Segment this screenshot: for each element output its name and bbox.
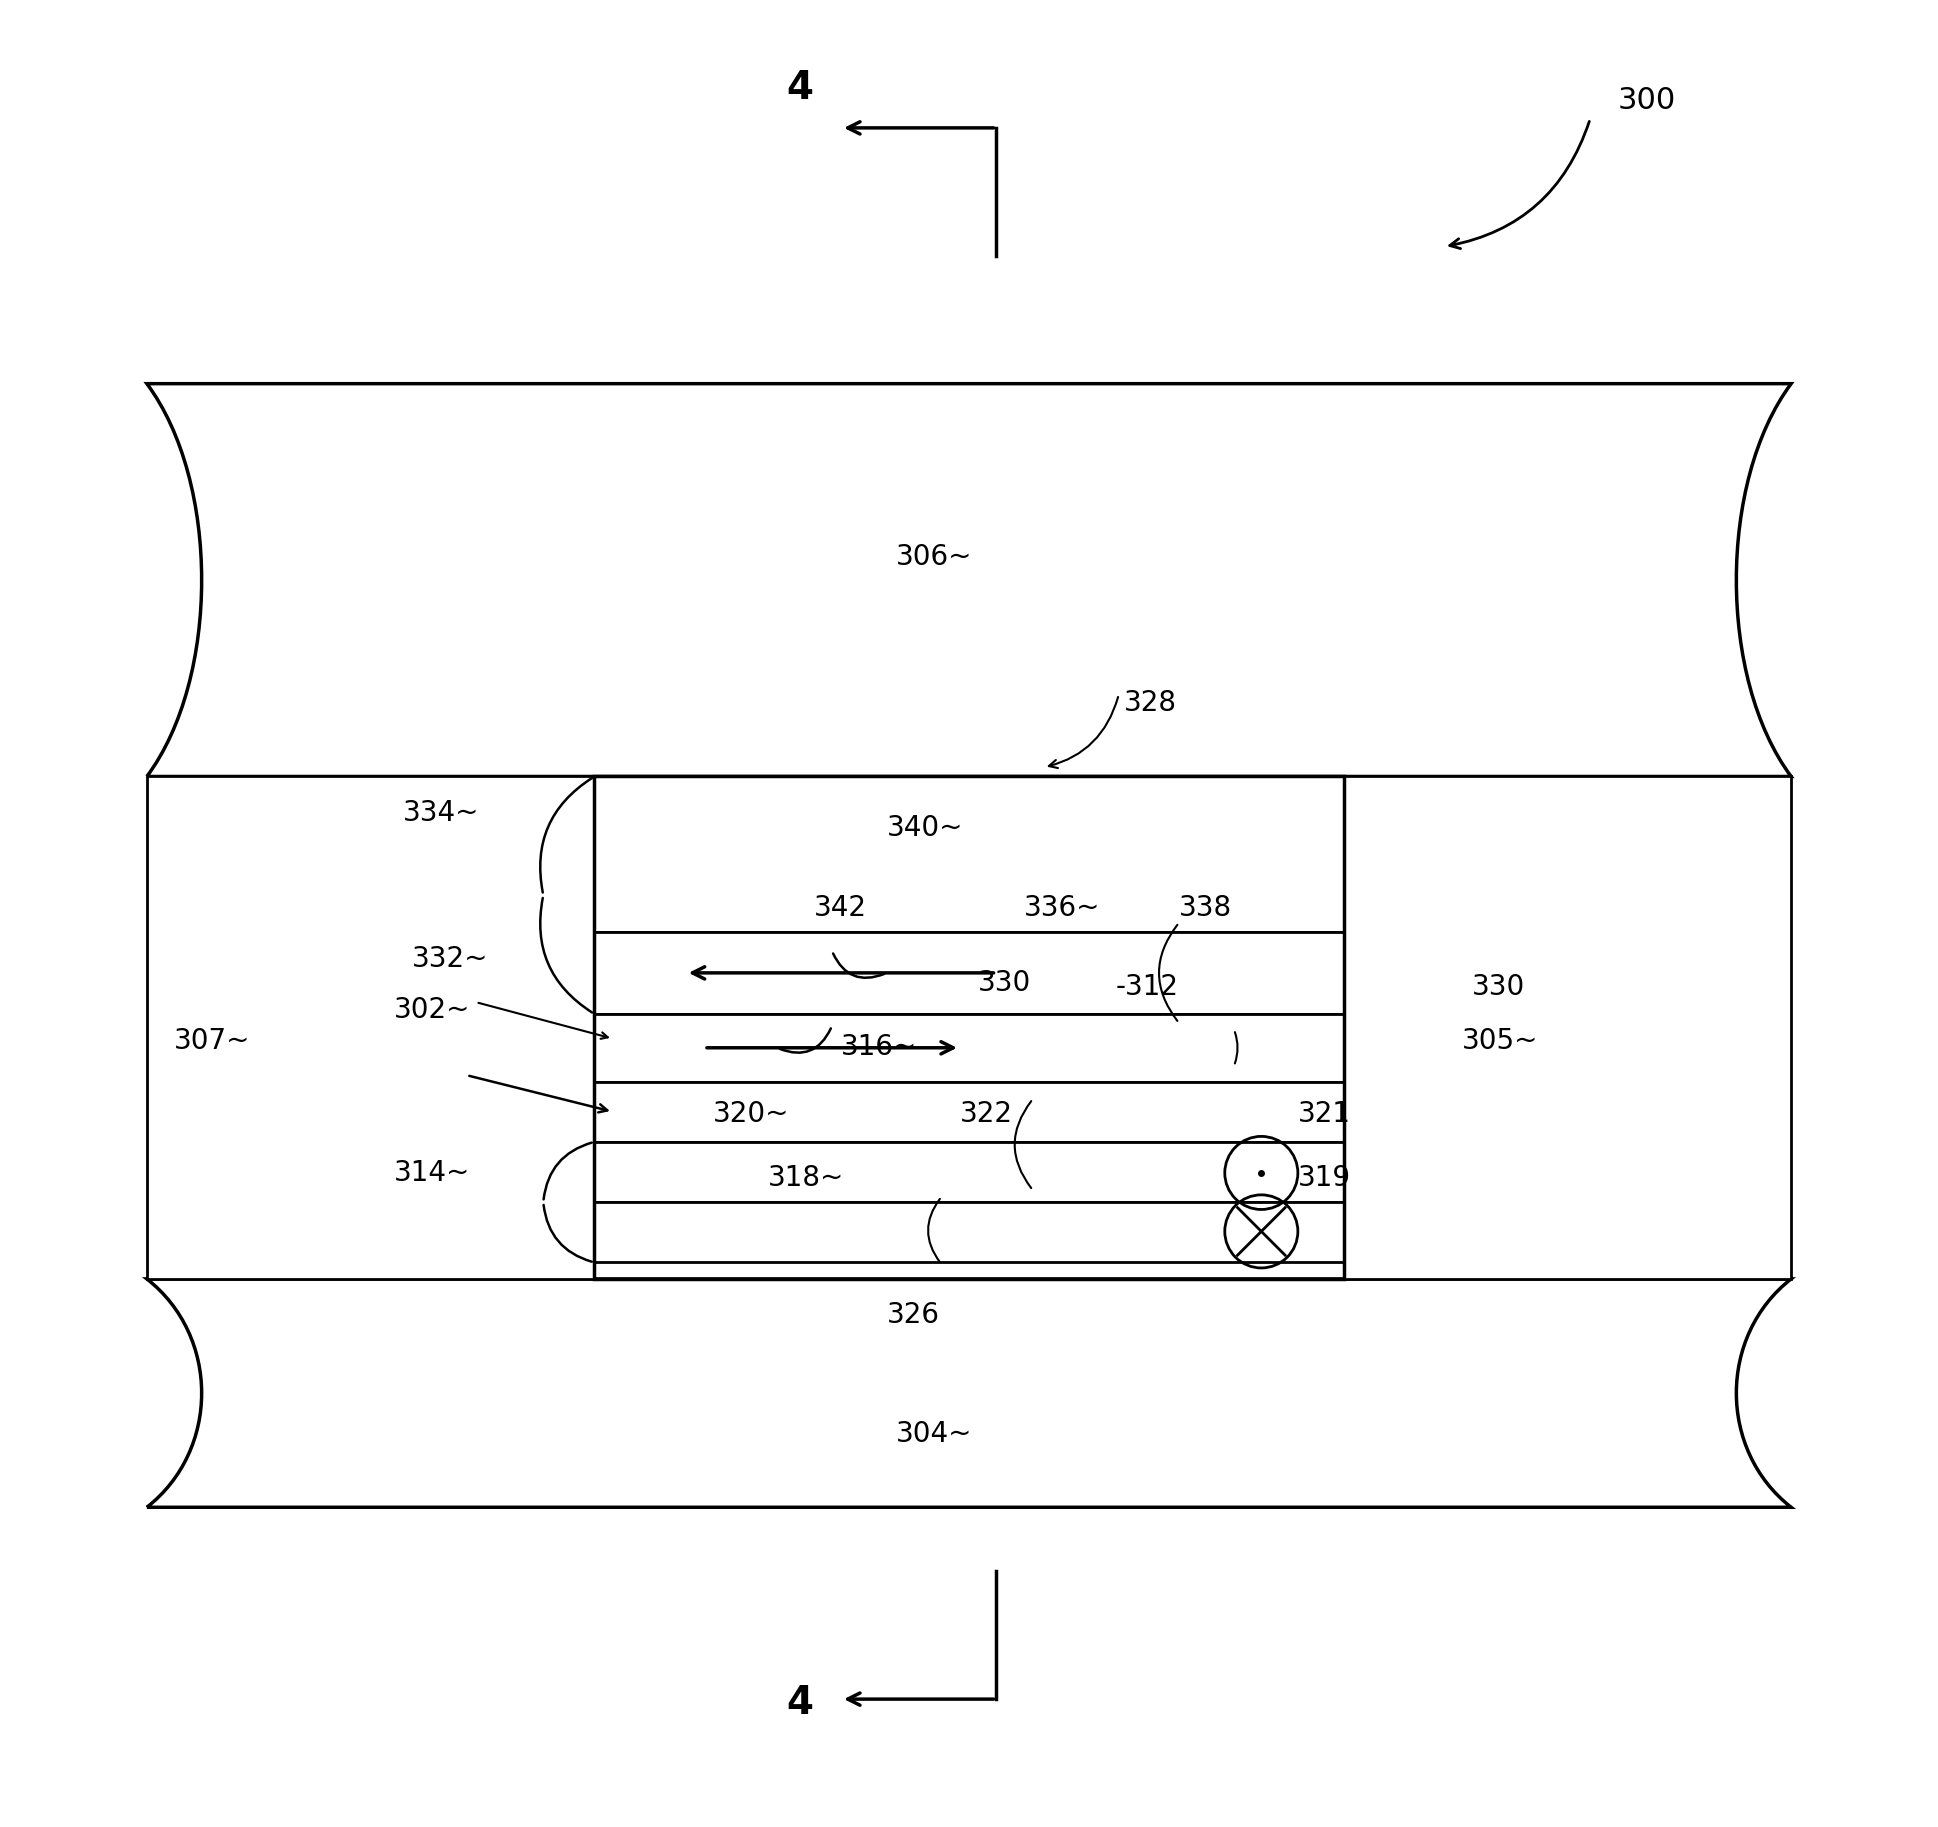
Bar xyxy=(147,776,595,1279)
Text: 306~: 306~ xyxy=(895,543,973,572)
Bar xyxy=(595,932,1343,1014)
Text: 326: 326 xyxy=(888,1301,940,1330)
Text: 319: 319 xyxy=(1298,1164,1351,1193)
Text: 340~: 340~ xyxy=(888,813,963,842)
Text: 330: 330 xyxy=(1471,972,1525,1001)
Text: 302~: 302~ xyxy=(393,996,471,1025)
Bar xyxy=(595,776,1343,932)
Text: 328: 328 xyxy=(1124,689,1176,718)
Bar xyxy=(1343,776,1791,1279)
Text: 322: 322 xyxy=(959,1100,1014,1129)
Text: 316~: 316~ xyxy=(841,1032,917,1061)
Text: 4: 4 xyxy=(787,1684,814,1721)
Text: 307~: 307~ xyxy=(174,1027,250,1056)
Bar xyxy=(595,1082,1343,1142)
Text: 300: 300 xyxy=(1618,86,1676,115)
Bar xyxy=(595,1202,1343,1262)
PathPatch shape xyxy=(147,384,1791,776)
Bar xyxy=(595,1142,1343,1202)
Text: 318~: 318~ xyxy=(767,1164,845,1193)
Text: 338: 338 xyxy=(1178,893,1233,923)
Text: 342: 342 xyxy=(814,893,866,923)
Text: 332~: 332~ xyxy=(411,945,488,974)
Text: 304~: 304~ xyxy=(895,1420,973,1449)
Text: -312: -312 xyxy=(1114,972,1178,1001)
Bar xyxy=(595,1014,1343,1082)
Text: 4: 4 xyxy=(787,69,814,106)
Text: 305~: 305~ xyxy=(1463,1027,1539,1056)
Text: 314~: 314~ xyxy=(393,1158,469,1188)
PathPatch shape xyxy=(147,1279,1791,1507)
Bar xyxy=(595,776,1343,1279)
Text: 334~: 334~ xyxy=(403,798,479,828)
Text: 321: 321 xyxy=(1298,1100,1351,1129)
Text: 330: 330 xyxy=(979,968,1031,998)
Text: 320~: 320~ xyxy=(713,1100,789,1129)
Text: 336~: 336~ xyxy=(1023,893,1101,923)
